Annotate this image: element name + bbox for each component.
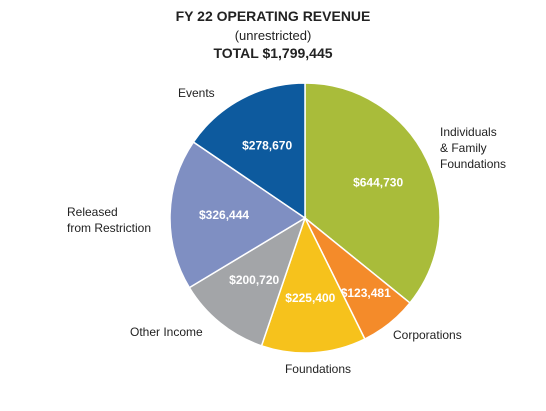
pie-slice — [192, 82, 306, 220]
category-label: Released from Restriction — [67, 205, 152, 235]
pie-slice — [304, 82, 441, 304]
value-label: $644,730 — [353, 175, 403, 189]
category-label: Events — [178, 86, 215, 100]
chart-title: FY 22 OPERATING REVENUE — [175, 8, 371, 24]
chart-total: TOTAL $1,799,445 — [213, 45, 333, 61]
value-label: $123,481 — [341, 286, 391, 300]
pie-slice — [169, 140, 307, 289]
pie-slice — [260, 216, 366, 354]
category-label: Individuals & Family Foundations — [440, 125, 507, 171]
value-label: $326,444 — [199, 208, 249, 222]
category-label: Other Income — [130, 325, 203, 339]
category-label: Foundations — [284, 362, 352, 376]
value-label: $225,400 — [285, 291, 335, 305]
value-label: $278,670 — [242, 139, 292, 153]
chart-subtitle: (unrestricted) — [234, 28, 312, 43]
category-label: Corporations — [393, 328, 462, 342]
pie-slice — [188, 216, 307, 347]
value-label: $200,720 — [229, 273, 279, 287]
